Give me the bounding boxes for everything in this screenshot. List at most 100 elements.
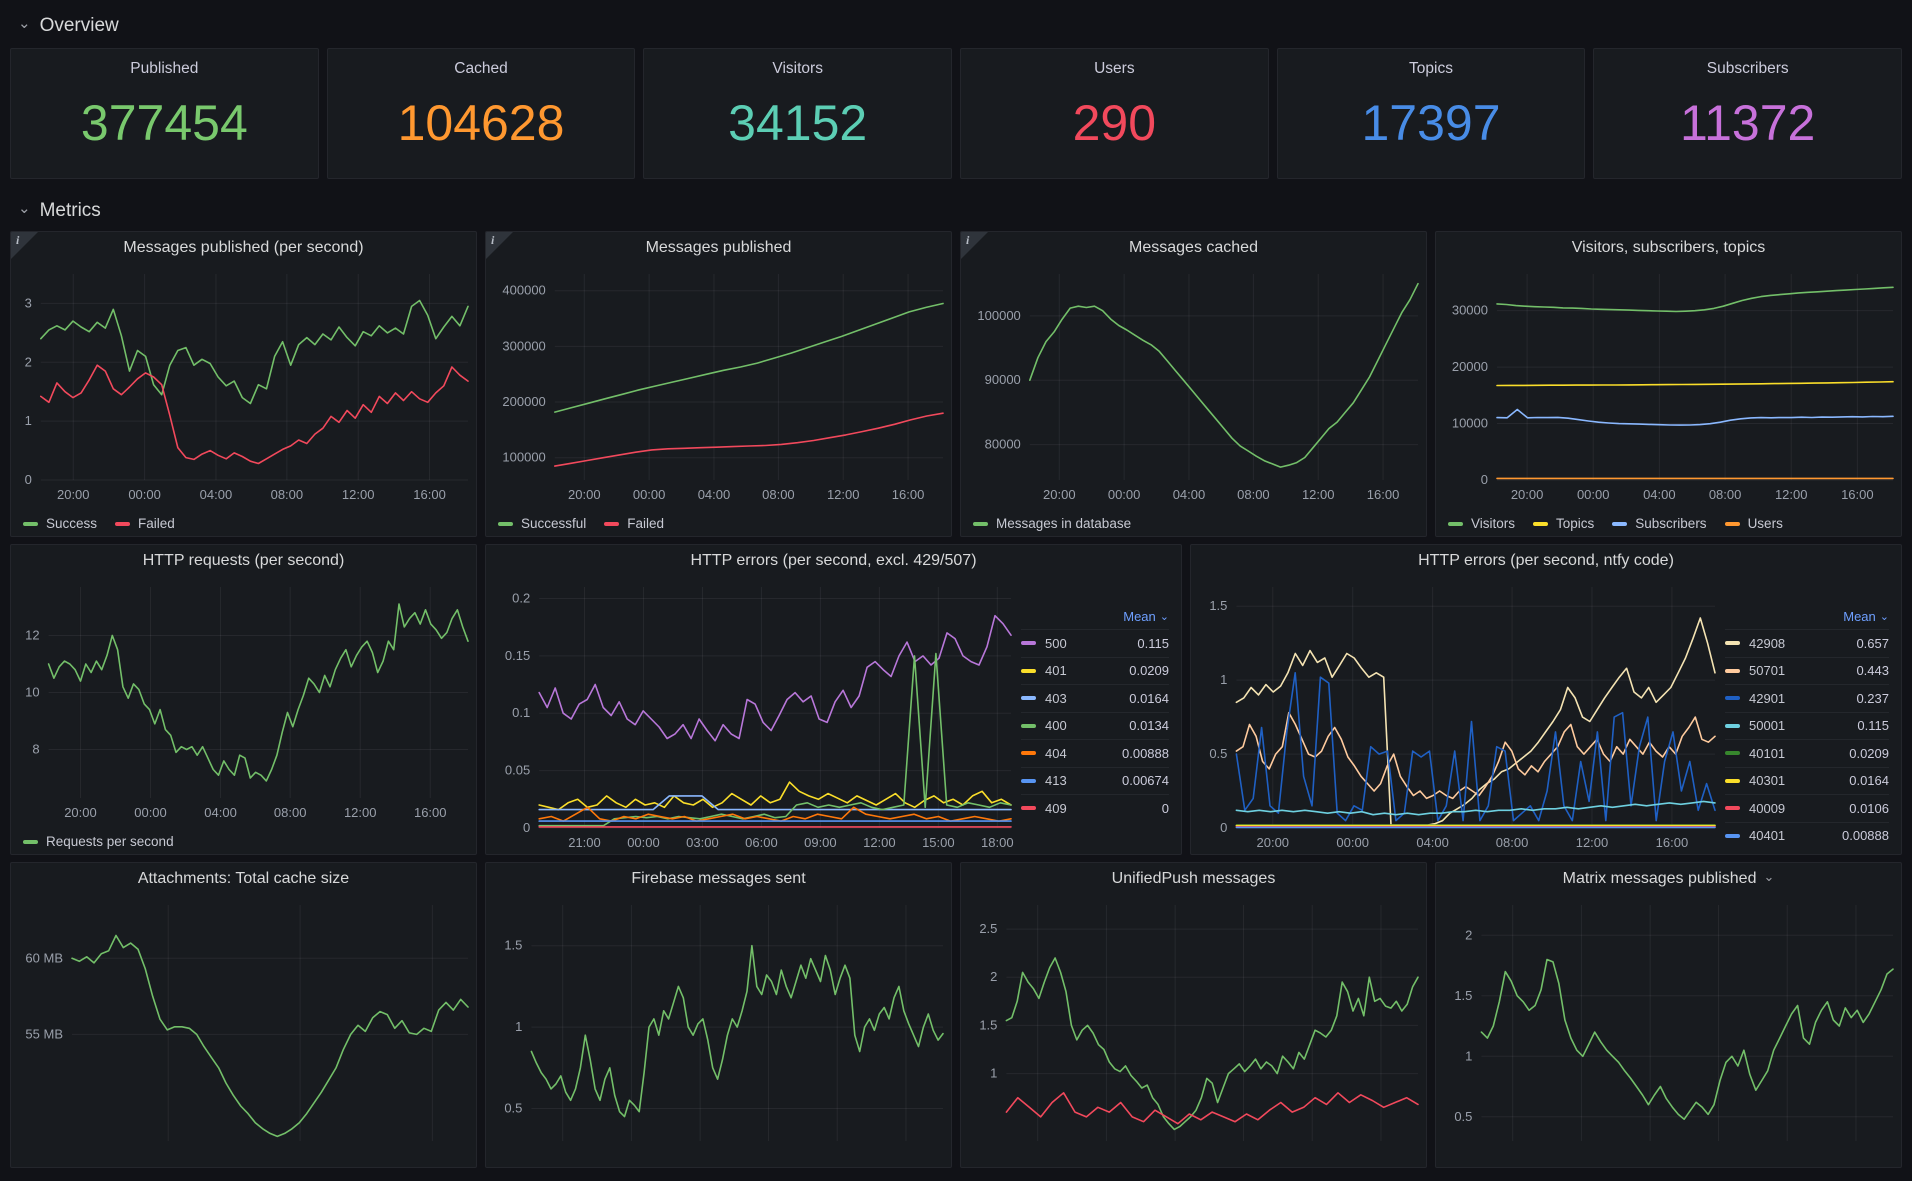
svg-text:16:00: 16:00 <box>892 487 925 502</box>
svg-text:0.5: 0.5 <box>504 1100 522 1115</box>
legend-swatch <box>1021 668 1036 673</box>
svg-text:04:00: 04:00 <box>200 487 233 502</box>
legend-item-users[interactable]: Users <box>1724 516 1783 531</box>
legend-swatch <box>604 521 620 526</box>
svg-text:18:00: 18:00 <box>981 835 1014 850</box>
legend-swatch <box>1021 806 1036 811</box>
panel-title[interactable]: Messages published <box>645 239 792 256</box>
series-line-42901 <box>1235 672 1716 822</box>
panel-title[interactable]: HTTP errors (per second, excl. 429/507) <box>690 552 977 569</box>
legend-row-413[interactable]: 413 0.00674 <box>1021 766 1169 795</box>
svg-text:1.5: 1.5 <box>979 1017 997 1032</box>
axis-labels: 100000 200000 300000 400000 20:00 00:00 04:00 0… <box>502 283 924 502</box>
series-line-topics <box>1496 380 1894 387</box>
legend-item-failed[interactable]: Failed <box>115 516 175 531</box>
legend-row-403[interactable]: 403 0.0164 <box>1021 684 1169 712</box>
svg-text:80000: 80000 <box>985 437 1021 452</box>
panel-title[interactable]: Firebase messages sent <box>631 870 806 887</box>
legend-label: 40301 <box>1749 773 1786 789</box>
panel-title[interactable]: HTTP requests (per second) <box>142 552 345 569</box>
legend-swatch <box>1021 641 1036 646</box>
legend-row-40009[interactable]: 40009 0.0106 <box>1725 794 1889 822</box>
legend-row-40101[interactable]: 40101 0.0209 <box>1725 739 1889 767</box>
axis-labels: 0 1 2 3 20:00 00:00 04:00 08:00 12:00 16:00 <box>25 295 446 502</box>
svg-text:0.5: 0.5 <box>1454 1109 1472 1124</box>
info-corner-icon[interactable]: i <box>486 232 513 259</box>
chart-body: 55 MB 60 MB <box>11 895 476 1167</box>
legend-table: Mean ⌄ 42908 0.657 50701 0.443 42901 0.237 50001… <box>1723 577 1901 854</box>
legend-row-400[interactable]: 400 0.0134 <box>1021 711 1169 740</box>
section-metrics[interactable]: ⌄ Metrics <box>10 191 1902 231</box>
chart-body: 80000 90000 100000 20:00 00:00 04:00 08:00 12:0… <box>961 264 1426 536</box>
series-line-success <box>39 299 469 405</box>
stat-value: 34152 <box>728 95 868 151</box>
svg-text:12:00: 12:00 <box>342 487 375 502</box>
panel-menu-caret-icon[interactable]: ⌄ <box>1763 869 1775 884</box>
axis-labels: 0 0.5 1 1.5 20:00 00:00 04:00 08:00 12:00 16:00 <box>1209 598 1688 850</box>
svg-text:2.5: 2.5 <box>979 921 997 936</box>
chart-svg: 0 1 2 3 20:00 00:00 04:00 08:00 12:00 16:00 <box>25 274 469 502</box>
chart-plot: 0.5 1 1.5 2 <box>1436 895 1901 1167</box>
legend-row-500[interactable]: 500 0.115 <box>1021 629 1169 657</box>
legend-swatch <box>498 521 513 526</box>
panel-title[interactable]: Matrix messages published ⌄ <box>1562 869 1775 887</box>
info-corner-icon[interactable]: i <box>961 232 988 259</box>
legend-item-visitors[interactable]: Visitors <box>1448 516 1515 531</box>
legend-row-42901[interactable]: 42901 0.237 <box>1725 684 1889 712</box>
stat-value: 377454 <box>80 95 248 151</box>
panel-title[interactable]: Attachments: Total cache size <box>137 870 350 887</box>
panel-messages-cached: Messages cached 80000 90000 100000 20:00 00:… <box>960 231 1427 537</box>
legend-item-messages-in-database[interactable]: Messages in database <box>973 516 1131 531</box>
svg-text:09:00: 09:00 <box>804 835 837 850</box>
chart-plot: 100000 200000 300000 400000 20:00 00:00 04:00 0… <box>486 264 951 536</box>
legend-swatch <box>1725 778 1740 783</box>
legend-swatch <box>1725 723 1740 728</box>
legend-label: Messages in database <box>996 516 1132 531</box>
legend-row-401[interactable]: 401 0.0209 <box>1021 656 1169 685</box>
svg-text:04:00: 04:00 <box>698 487 731 502</box>
svg-text:55 MB: 55 MB <box>25 1026 63 1041</box>
legend-row-42908[interactable]: 42908 0.657 <box>1725 629 1889 657</box>
legend-row-50701[interactable]: 50701 0.443 <box>1725 656 1889 685</box>
panel-title[interactable]: HTTP errors (per second, ntfy code) <box>1418 552 1674 569</box>
svg-text:1.5: 1.5 <box>1454 988 1472 1003</box>
legend-item-topics[interactable]: Topics <box>1533 516 1594 531</box>
panel-title[interactable]: Visitors, subscribers, topics <box>1571 239 1766 256</box>
svg-text:8: 8 <box>32 742 39 757</box>
legend-item-requests-per-second[interactable]: Requests per second <box>23 834 174 849</box>
legend-item-success[interactable]: Success <box>23 516 97 531</box>
legend-label: 40401 <box>1749 828 1786 844</box>
svg-text:200000: 200000 <box>502 394 545 409</box>
legend-item-failed[interactable]: Failed <box>604 516 664 531</box>
legend-item-successful[interactable]: Successful <box>498 516 586 531</box>
info-corner-icon[interactable]: i <box>11 232 38 259</box>
section-overview[interactable]: ⌄ Overview <box>10 6 1902 46</box>
panel-title[interactable]: Messages published (per second) <box>123 239 364 256</box>
legend-mean-header[interactable]: Mean ⌄ <box>1123 608 1169 624</box>
legend-row-50001[interactable]: 50001 0.115 <box>1725 711 1889 740</box>
chart-body: 0 1 2 3 20:00 00:00 04:00 08:00 12:00 16:00 Succes… <box>11 264 476 536</box>
stat-panel-cached: Cached 104628 <box>326 48 636 179</box>
svg-text:04:00: 04:00 <box>1643 487 1676 502</box>
svg-text:20:00: 20:00 <box>57 487 90 502</box>
legend-mean-header[interactable]: Mean ⌄ <box>1843 608 1889 624</box>
legend-row-40401[interactable]: 40401 0.00888 <box>1725 821 1889 850</box>
legend-row-409[interactable]: 409 0 <box>1021 794 1169 822</box>
panel-messages-published-rate: Messages published (per second) 0 1 2 3 20:0… <box>10 231 477 537</box>
svg-text:00:00: 00:00 <box>134 805 167 820</box>
legend-row-40301[interactable]: 40301 0.0164 <box>1725 766 1889 795</box>
legend-mean-value: 0.115 <box>1137 635 1169 651</box>
legend-row-404[interactable]: 404 0.00888 <box>1021 739 1169 767</box>
legend-label: Successful <box>521 516 587 531</box>
panel-title[interactable]: Messages cached <box>1129 239 1258 256</box>
panel-title[interactable]: UnifiedPush messages <box>1111 870 1276 887</box>
axis-labels: 80000 90000 100000 20:00 00:00 04:00 08:00 12:0… <box>977 308 1399 502</box>
chevron-down-icon: ⌄ <box>18 15 31 32</box>
axis-labels: 55 MB 60 MB <box>25 950 63 1041</box>
legend-item-subscribers[interactable]: Subscribers <box>1612 516 1707 531</box>
svg-text:12:00: 12:00 <box>1576 835 1609 850</box>
series-line-failed <box>39 364 469 465</box>
svg-text:2: 2 <box>1465 927 1472 942</box>
legend-swatch <box>1021 696 1036 701</box>
legend-swatch <box>23 839 38 844</box>
